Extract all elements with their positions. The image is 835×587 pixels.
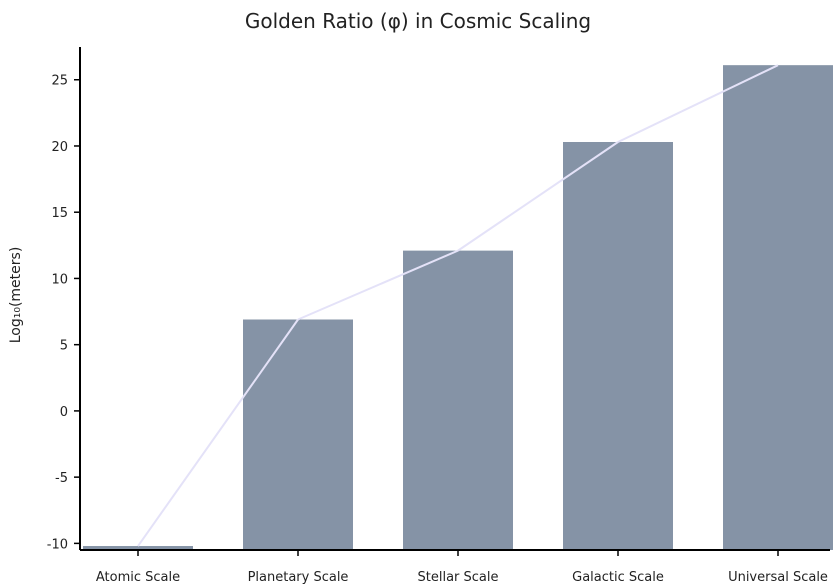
bar	[563, 142, 673, 550]
y-tick-label: -5	[55, 471, 68, 486]
bar	[243, 319, 353, 550]
chart-title: Golden Ratio (φ) in Cosmic Scaling	[245, 9, 591, 33]
y-axis-label: Log₁₀(meters)	[8, 247, 24, 344]
trend-line-segment	[457, 141, 619, 252]
bar	[83, 546, 193, 550]
y-tick-label: 10	[51, 272, 68, 287]
y-tick-label: 0	[60, 405, 68, 420]
bar	[403, 250, 513, 550]
y-tick-label: 15	[51, 206, 68, 221]
y-tick-label: 5	[60, 339, 68, 354]
x-tick-label: Planetary Scale	[248, 570, 349, 585]
trend-line-segment	[297, 249, 459, 321]
y-tick-label: 25	[51, 74, 68, 89]
x-tick-label: Galactic Scale	[572, 570, 664, 585]
trend-line-segment	[137, 318, 299, 547]
x-tick-label: Atomic Scale	[96, 570, 180, 585]
y-tick-label: -10	[47, 537, 68, 552]
y-tick-label: 20	[51, 140, 68, 155]
plot-area: -10 -5 0 5 10 15 20 25 Atomic Scale Planetary Sca…	[47, 47, 833, 585]
x-tick-label: Stellar Scale	[418, 570, 499, 585]
bar	[723, 65, 833, 551]
x-tick-label: Universal Scale	[728, 570, 828, 585]
trend-line-segment	[617, 64, 779, 143]
